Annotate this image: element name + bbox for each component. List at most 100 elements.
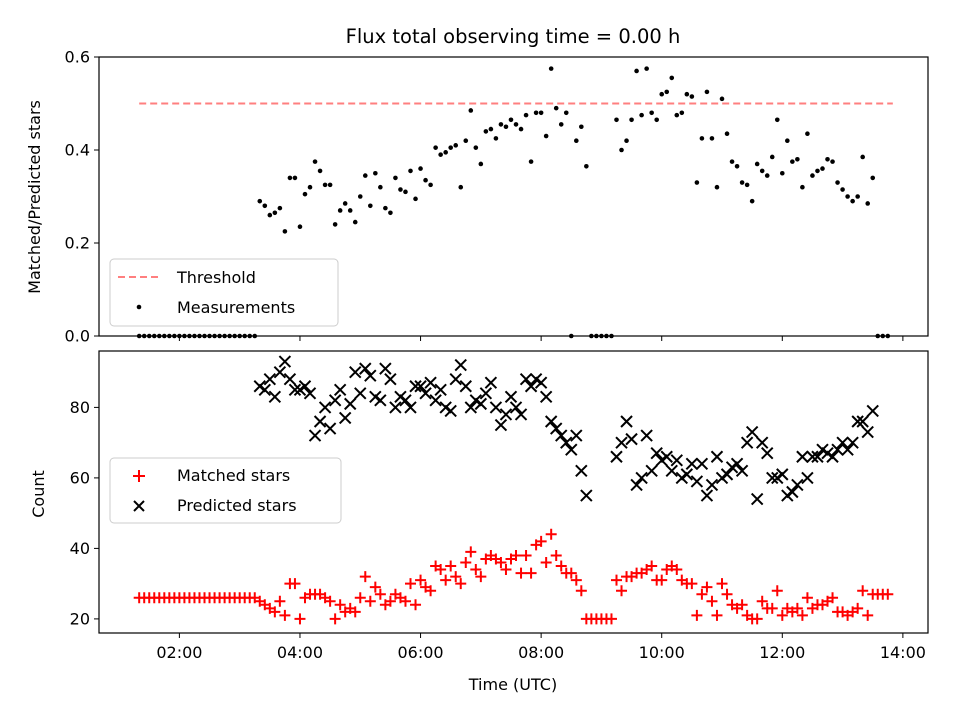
predicted-star-point	[544, 415, 558, 428]
measurement-point	[704, 89, 710, 95]
measurement-point	[724, 131, 730, 137]
measurement-point	[267, 212, 273, 218]
matched-star-point	[475, 571, 487, 583]
predicted-star-point	[399, 394, 412, 407]
bottom-y-tick-label: 20	[70, 609, 90, 628]
bottom-plot-area	[133, 355, 894, 625]
matched-star-point	[540, 557, 552, 568]
measurement-point	[870, 175, 876, 181]
matched-star-point	[435, 564, 447, 576]
measurement-point	[418, 166, 423, 171]
measurement-point	[800, 184, 805, 190]
predicted-star-point	[454, 358, 467, 372]
matched-star-point	[801, 592, 813, 604]
measurement-point	[302, 191, 308, 197]
predicted-star-point	[504, 390, 518, 404]
measurement-point	[292, 175, 298, 181]
predicted-star-point	[509, 401, 523, 414]
measurement-point	[855, 194, 860, 199]
measurement-point	[779, 170, 785, 176]
measurement-point	[629, 117, 634, 123]
bottom-y-tick-label: 40	[70, 539, 90, 558]
measurement-point	[332, 222, 338, 227]
matched-star-point	[616, 585, 628, 597]
measurement-point	[790, 159, 795, 164]
measurement-point	[719, 96, 725, 102]
matched-star-point	[882, 588, 894, 600]
matched-legend-marker	[133, 470, 145, 482]
measurement-point	[458, 184, 464, 190]
predicted-star-point	[549, 422, 563, 435]
predicted-star-point	[660, 450, 673, 463]
matched-star-point	[369, 581, 381, 593]
measurement-point	[769, 154, 775, 160]
matched-star-point	[570, 574, 582, 586]
measurement-point	[398, 187, 403, 192]
measurement-point	[649, 110, 654, 116]
predicted-star-point	[705, 478, 719, 492]
measurement-point	[774, 117, 780, 123]
predicted-star-point	[745, 425, 759, 439]
x-tick-label: 04:00	[277, 643, 323, 662]
matched-star-point	[706, 595, 718, 607]
measurement-point	[322, 182, 328, 188]
predicted-star-point	[630, 478, 643, 492]
predicted-star-point	[680, 468, 694, 481]
top-y-tick-label: 0.2	[65, 234, 90, 253]
predicted-star-point	[806, 450, 819, 463]
matched-legend-label: Matched stars	[177, 466, 290, 485]
matched-star-point	[289, 578, 301, 590]
measurement-point	[453, 143, 459, 148]
predicted-star-point	[856, 415, 869, 428]
matched-star-point	[329, 613, 341, 625]
measurement-point	[368, 203, 373, 209]
predicted-star-point	[258, 383, 272, 396]
measurement-point	[262, 203, 268, 209]
predicted-star-point	[761, 447, 774, 460]
matched-star-point	[440, 574, 452, 586]
matched-star-point	[766, 602, 778, 614]
count-subplot: Count Time (UTC) 20 40 60 80 02:00 04:00 06:0…	[29, 350, 929, 694]
matched-star-point	[465, 546, 477, 558]
predicted-star-point	[791, 478, 804, 492]
predicted-star-point	[384, 372, 397, 386]
predicted-star-point	[796, 450, 809, 463]
measurement-point	[840, 187, 845, 192]
matched-star-point	[384, 595, 396, 607]
matched-star-point	[334, 599, 346, 611]
matched-star-point	[711, 609, 723, 621]
predicted-star-point	[861, 425, 874, 439]
measurement-point	[272, 210, 278, 216]
measurement-point	[764, 173, 770, 178]
measurement-point	[352, 219, 358, 225]
predicted-star-point	[519, 372, 533, 386]
matched-star-point	[827, 592, 839, 604]
measurement-point	[543, 133, 549, 139]
predicted-star-point	[625, 432, 638, 446]
measurement-point	[805, 131, 810, 137]
measurement-point	[679, 110, 685, 116]
predicted-star-point	[278, 355, 292, 368]
predicted-star-point	[288, 383, 302, 396]
predicted-star-point	[610, 450, 623, 463]
ratio-subplot: Flux total observing time = 0.00 h Match…	[25, 25, 929, 346]
measurement-point	[528, 159, 534, 164]
matched-star-point	[269, 606, 281, 618]
matched-star-point	[701, 581, 713, 593]
measurement-point	[388, 210, 393, 216]
predicted-star-point	[640, 429, 653, 442]
measurement-point	[634, 68, 639, 74]
predicted-star-point	[690, 475, 704, 488]
predicted-star-point	[866, 404, 879, 418]
matched-star-point	[405, 578, 417, 590]
measurement-point	[513, 122, 519, 127]
predicted-star-point	[379, 362, 392, 375]
predicted-star-point	[308, 429, 322, 442]
measurement-point	[488, 126, 494, 132]
predicted-legend-label: Predicted stars	[177, 496, 297, 515]
predicted-star-point	[449, 372, 462, 386]
matched-star-point	[605, 613, 617, 625]
predicted-star-point	[489, 401, 503, 414]
measurement-point	[664, 89, 670, 95]
matched-star-point	[862, 609, 874, 621]
